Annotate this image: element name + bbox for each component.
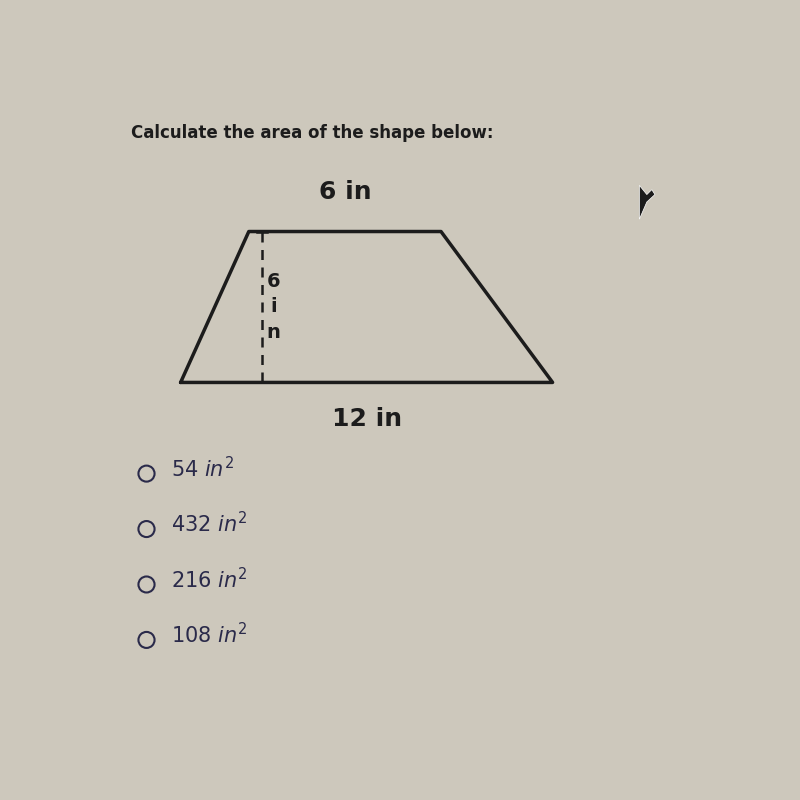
Text: n: n: [266, 323, 281, 342]
Text: 12 in: 12 in: [331, 407, 402, 431]
Text: 6: 6: [266, 272, 281, 290]
Text: Calculate the area of the shape below:: Calculate the area of the shape below:: [131, 124, 494, 142]
Text: 216 $\it{in}^2$: 216 $\it{in}^2$: [171, 566, 248, 592]
Text: 6 in: 6 in: [318, 180, 371, 204]
Text: 54 $\it{in}^2$: 54 $\it{in}^2$: [171, 456, 234, 481]
Polygon shape: [639, 186, 655, 219]
Text: i: i: [270, 298, 277, 317]
Text: 432 $\it{in}^2$: 432 $\it{in}^2$: [171, 511, 248, 537]
Text: 108 $\it{in}^2$: 108 $\it{in}^2$: [171, 622, 248, 647]
